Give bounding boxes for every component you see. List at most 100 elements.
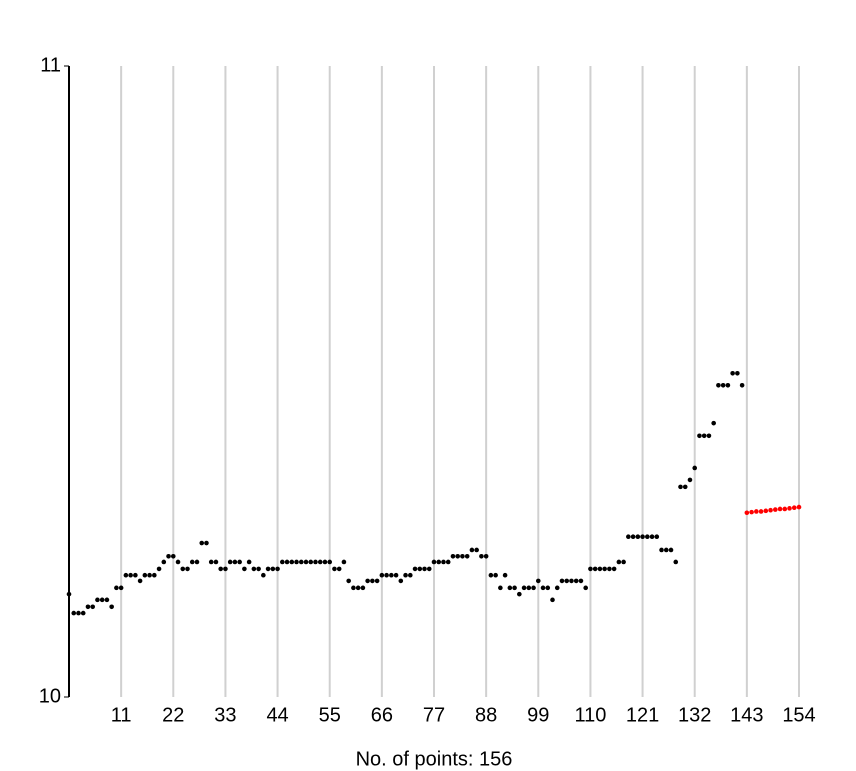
point — [327, 559, 333, 565]
point — [777, 506, 783, 512]
point — [166, 553, 171, 559]
point — [654, 534, 660, 540]
point — [796, 504, 802, 510]
x-tick-label: 132 — [678, 704, 711, 726]
point — [426, 566, 432, 572]
point — [417, 566, 423, 572]
point — [123, 572, 129, 578]
point — [441, 559, 446, 565]
point — [507, 585, 513, 591]
point — [270, 566, 276, 572]
point — [374, 578, 380, 584]
point — [673, 559, 679, 565]
point — [398, 578, 404, 584]
point — [564, 578, 570, 584]
x-tick-label: 143 — [730, 704, 763, 726]
point — [336, 566, 342, 572]
x-axis-label: No. of points: 156 — [356, 748, 513, 770]
point — [237, 559, 242, 565]
point — [502, 572, 508, 578]
point — [289, 559, 295, 565]
point — [137, 578, 143, 584]
point — [545, 585, 551, 591]
point — [479, 553, 484, 559]
point — [294, 559, 299, 565]
point — [701, 433, 707, 439]
point — [251, 566, 257, 572]
point — [431, 559, 437, 565]
point — [611, 566, 617, 572]
x-tick-label: 121 — [626, 704, 659, 726]
point — [393, 572, 399, 578]
point — [422, 566, 427, 572]
point — [540, 585, 546, 591]
point — [242, 566, 247, 572]
point — [663, 547, 669, 553]
point — [531, 585, 536, 591]
point — [635, 534, 641, 540]
point — [697, 433, 702, 439]
x-tick-label: 11 — [111, 704, 132, 726]
point — [66, 591, 72, 597]
point — [152, 572, 157, 578]
point — [578, 578, 584, 584]
point — [90, 604, 96, 610]
point — [498, 585, 503, 591]
point — [351, 585, 356, 591]
point — [526, 585, 532, 591]
point — [156, 566, 162, 572]
point — [232, 559, 238, 565]
point — [332, 566, 337, 572]
point — [275, 566, 280, 572]
x-tick-label: 22 — [162, 704, 184, 726]
point — [692, 465, 698, 471]
point — [175, 559, 181, 565]
point — [573, 578, 579, 584]
point — [95, 597, 100, 603]
point — [592, 566, 598, 572]
point — [436, 559, 442, 565]
y-tick-label: 11 — [40, 54, 61, 76]
point — [365, 578, 370, 584]
point — [317, 559, 323, 565]
y-tick-label: 10 — [39, 685, 61, 707]
point — [71, 610, 77, 616]
point — [265, 566, 271, 572]
point — [730, 370, 735, 376]
point — [583, 585, 588, 591]
point — [682, 484, 688, 490]
point — [725, 382, 731, 388]
point — [303, 559, 309, 565]
point — [630, 534, 636, 540]
point — [379, 572, 385, 578]
point — [256, 566, 261, 572]
point — [739, 382, 745, 388]
point — [261, 572, 266, 578]
point — [782, 506, 788, 512]
point — [706, 433, 712, 439]
point — [189, 559, 195, 565]
point — [133, 572, 138, 578]
point — [199, 540, 205, 546]
point — [521, 585, 527, 591]
point — [460, 553, 465, 559]
point — [218, 566, 223, 572]
point — [76, 610, 81, 616]
point — [170, 553, 176, 559]
point — [455, 553, 461, 559]
point — [483, 553, 489, 559]
point — [99, 597, 105, 603]
point — [602, 566, 607, 572]
point — [185, 566, 190, 572]
point — [597, 566, 603, 572]
point — [772, 507, 778, 512]
point — [322, 559, 328, 565]
point — [313, 559, 318, 565]
point — [128, 572, 133, 578]
point — [227, 559, 233, 565]
point — [246, 559, 252, 565]
point — [787, 506, 792, 511]
point — [223, 566, 228, 572]
point — [720, 382, 726, 388]
